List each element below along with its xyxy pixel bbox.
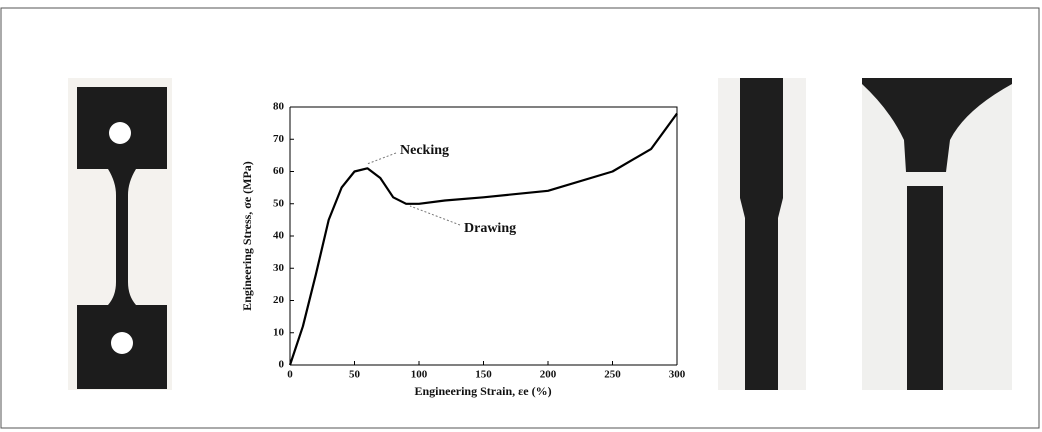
y-tick-label: 80: [273, 101, 285, 113]
x-tick-label: 0: [287, 369, 293, 381]
x-tick-label: 300: [669, 369, 686, 381]
specimen-photo: [68, 78, 172, 390]
annotation: Necking: [400, 143, 449, 158]
data-line: [288, 112, 678, 366]
chart: Engineering Strain, εe (%) Engineering S…: [240, 101, 686, 398]
y-tick-label: 40: [273, 230, 285, 242]
y-tick-label: 0: [279, 359, 285, 371]
x-tick-label: 50: [349, 369, 361, 381]
x-tick-label: 250: [604, 369, 621, 381]
x-axis-title: Engineering Strain, εe (%): [414, 384, 551, 398]
y-tick-label: 10: [273, 326, 285, 338]
y-tick-label: 60: [273, 165, 285, 177]
y-tick-label: 20: [273, 294, 285, 306]
y-axis-title: Engineering Stress, σe (MPa): [240, 161, 254, 311]
y-tick-label: 50: [273, 197, 285, 209]
x-tick-label: 100: [411, 369, 428, 381]
plot-frame: [290, 106, 678, 365]
necked-specimen-photo: [718, 78, 806, 390]
x-tick-label: 200: [540, 369, 557, 381]
x-tick-label: 150: [475, 369, 492, 381]
annotation-leader: [366, 152, 397, 165]
fractured-specimen-photo: [862, 78, 1012, 390]
y-tick-label: 30: [273, 262, 285, 274]
annotation-leader: [409, 205, 461, 226]
y-tick-label: 70: [273, 133, 285, 145]
annotation: Drawing: [464, 221, 516, 236]
